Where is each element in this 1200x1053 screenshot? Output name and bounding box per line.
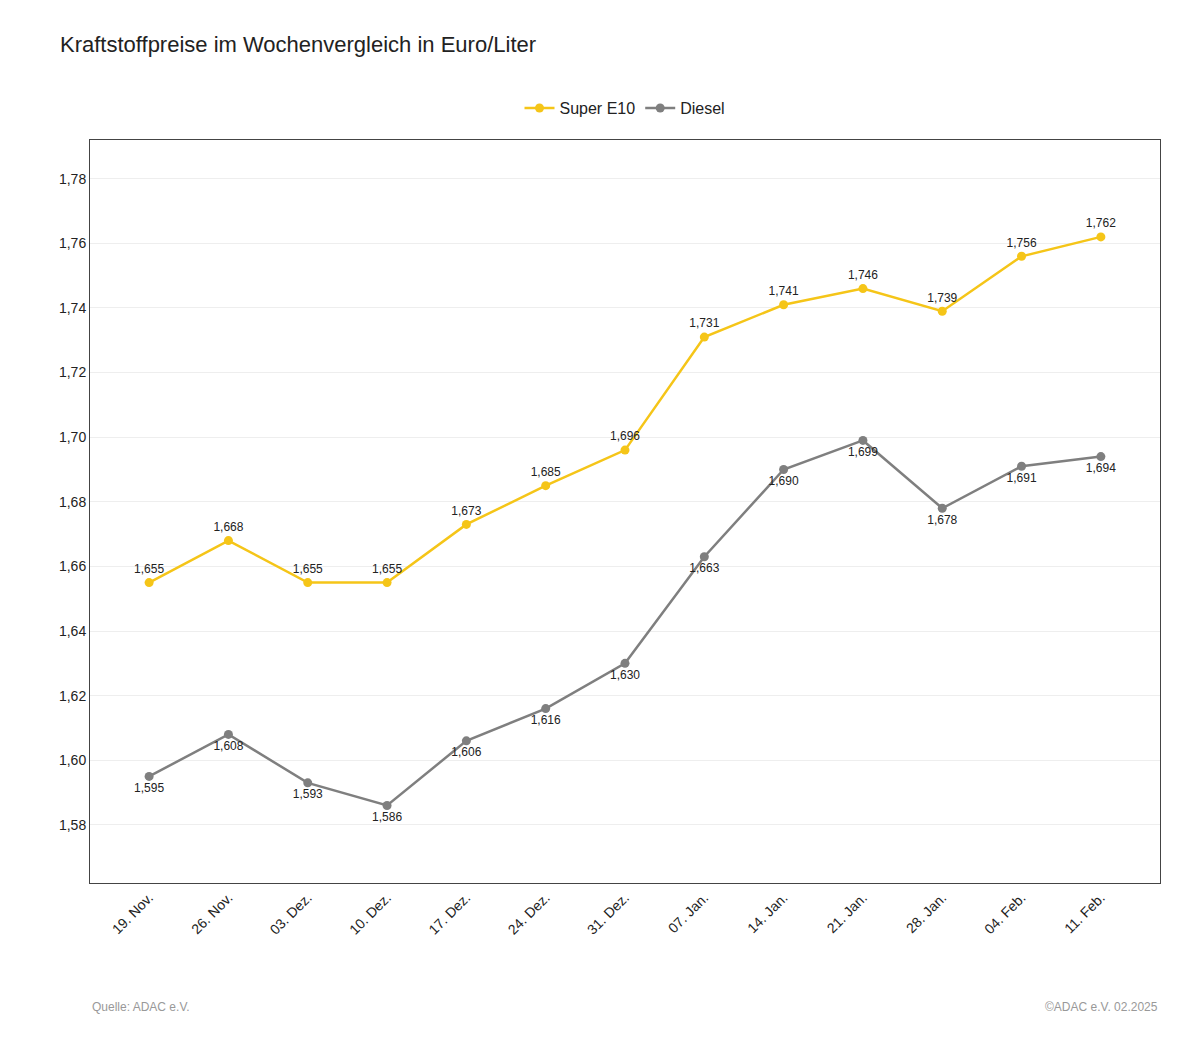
svg-text:14. Jan.: 14. Jan. — [744, 890, 791, 937]
svg-text:1,78: 1,78 — [59, 171, 86, 187]
svg-text:24. Dez.: 24. Dez. — [505, 890, 553, 938]
svg-text:07. Jan.: 07. Jan. — [665, 890, 712, 937]
svg-text:1,70: 1,70 — [59, 429, 86, 445]
svg-text:1,655: 1,655 — [293, 562, 323, 576]
svg-text:Diesel: Diesel — [680, 100, 724, 117]
svg-text:1,60: 1,60 — [59, 752, 86, 768]
svg-text:1,694: 1,694 — [1086, 461, 1116, 475]
svg-text:1,58: 1,58 — [59, 817, 86, 833]
svg-text:1,655: 1,655 — [134, 562, 164, 576]
svg-text:1,630: 1,630 — [610, 668, 640, 682]
svg-text:17. Dez.: 17. Dez. — [425, 890, 473, 938]
svg-text:1,74: 1,74 — [59, 300, 86, 316]
svg-text:19. Nov.: 19. Nov. — [109, 890, 156, 937]
svg-text:1,690: 1,690 — [769, 474, 799, 488]
svg-text:1,586: 1,586 — [372, 810, 402, 824]
svg-text:1,76: 1,76 — [59, 235, 86, 251]
svg-text:1,746: 1,746 — [848, 268, 878, 282]
svg-text:21. Jan.: 21. Jan. — [823, 890, 870, 937]
svg-text:1,673: 1,673 — [451, 504, 481, 518]
svg-text:1,616: 1,616 — [531, 713, 561, 727]
svg-text:1,66: 1,66 — [59, 558, 86, 574]
svg-text:04. Feb.: 04. Feb. — [981, 890, 1029, 938]
svg-text:28. Jan.: 28. Jan. — [903, 890, 950, 937]
svg-text:1,64: 1,64 — [59, 623, 86, 639]
svg-text:1,606: 1,606 — [451, 745, 481, 759]
svg-text:1,762: 1,762 — [1086, 216, 1116, 230]
svg-text:1,691: 1,691 — [1007, 471, 1037, 485]
svg-text:1,72: 1,72 — [59, 364, 86, 380]
svg-text:1,678: 1,678 — [927, 513, 957, 527]
svg-text:1,663: 1,663 — [689, 561, 719, 575]
svg-text:1,595: 1,595 — [134, 781, 164, 795]
svg-text:Quelle: ADAC e.V.: Quelle: ADAC e.V. — [92, 1000, 190, 1014]
svg-text:1,685: 1,685 — [531, 465, 561, 479]
svg-text:Kraftstoffpreise im Wochenverg: Kraftstoffpreise im Wochenvergleich in E… — [60, 32, 536, 57]
svg-text:1,655: 1,655 — [372, 562, 402, 576]
svg-text:1,696: 1,696 — [610, 429, 640, 443]
svg-text:Super E10: Super E10 — [560, 100, 636, 117]
svg-text:1,668: 1,668 — [213, 520, 243, 534]
svg-text:10. Dez.: 10. Dez. — [346, 890, 394, 938]
svg-text:31. Dez.: 31. Dez. — [584, 890, 632, 938]
svg-text:1,699: 1,699 — [848, 445, 878, 459]
svg-text:03. Dez.: 03. Dez. — [267, 890, 315, 938]
svg-text:1,731: 1,731 — [689, 316, 719, 330]
svg-text:©ADAC e.V. 02.2025: ©ADAC e.V. 02.2025 — [1045, 1000, 1158, 1014]
svg-text:26. Nov.: 26. Nov. — [188, 890, 235, 937]
svg-text:1,62: 1,62 — [59, 688, 86, 704]
svg-text:11. Feb.: 11. Feb. — [1061, 890, 1108, 937]
svg-text:1,593: 1,593 — [293, 787, 323, 801]
svg-text:1,68: 1,68 — [59, 494, 86, 510]
svg-text:1,741: 1,741 — [769, 284, 799, 298]
svg-text:1,608: 1,608 — [213, 739, 243, 753]
svg-text:1,739: 1,739 — [927, 291, 957, 305]
svg-text:1,756: 1,756 — [1007, 236, 1037, 250]
